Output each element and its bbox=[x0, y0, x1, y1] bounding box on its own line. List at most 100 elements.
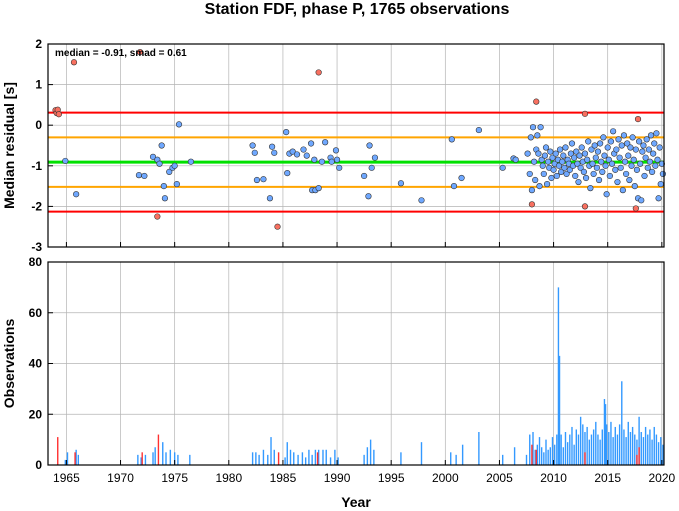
data-point bbox=[397, 180, 405, 187]
data-point bbox=[315, 69, 322, 76]
data-point bbox=[587, 185, 594, 192]
data-point bbox=[632, 146, 639, 153]
data-point bbox=[266, 195, 274, 202]
data-point bbox=[572, 172, 579, 180]
data-point bbox=[73, 191, 80, 198]
data-point bbox=[655, 195, 662, 202]
data-point bbox=[648, 168, 656, 175]
data-point bbox=[605, 156, 612, 163]
observations-y-label: Observations bbox=[1, 319, 17, 409]
data-point bbox=[537, 124, 544, 131]
y-tick-label: 0 bbox=[35, 458, 42, 472]
year-x-label: Year bbox=[341, 494, 371, 510]
observations-y-ticks: 0 20 40 60 80 bbox=[29, 255, 53, 472]
data-point bbox=[251, 149, 258, 156]
data-point bbox=[636, 138, 643, 145]
data-point bbox=[322, 139, 329, 146]
data-point bbox=[527, 134, 534, 141]
x-tick-label: 1990 bbox=[324, 471, 351, 485]
x-tick-label: 2005 bbox=[486, 471, 513, 485]
data-point bbox=[166, 168, 173, 175]
data-point bbox=[568, 140, 576, 147]
data-point bbox=[631, 183, 638, 190]
data-point bbox=[571, 154, 578, 161]
data-point bbox=[538, 156, 545, 163]
data-point bbox=[307, 140, 315, 147]
data-point bbox=[368, 164, 375, 171]
data-point bbox=[641, 172, 648, 180]
data-point bbox=[646, 158, 654, 165]
data-point bbox=[528, 187, 536, 194]
data-point bbox=[574, 160, 581, 167]
data-point bbox=[612, 166, 619, 173]
data-point bbox=[450, 183, 458, 190]
data-point bbox=[524, 150, 531, 157]
data-point bbox=[584, 156, 591, 163]
data-point bbox=[598, 158, 605, 165]
data-point bbox=[361, 172, 368, 180]
data-point bbox=[315, 185, 322, 192]
data-point bbox=[541, 152, 549, 159]
data-point bbox=[55, 111, 62, 118]
data-point bbox=[475, 126, 482, 134]
data-point bbox=[550, 166, 557, 173]
data-point bbox=[624, 140, 631, 147]
data-point bbox=[614, 178, 621, 186]
data-point bbox=[336, 164, 343, 171]
data-point bbox=[318, 158, 325, 165]
data-point bbox=[534, 132, 541, 139]
data-point bbox=[560, 152, 567, 159]
y-tick-label: 40 bbox=[29, 357, 43, 371]
data-point bbox=[542, 144, 550, 151]
data-point bbox=[526, 170, 533, 178]
data-point bbox=[552, 150, 559, 157]
data-point bbox=[559, 158, 566, 165]
data-point bbox=[582, 174, 590, 182]
data-point bbox=[589, 160, 596, 167]
data-point bbox=[567, 150, 574, 157]
data-point bbox=[610, 128, 617, 135]
residual-y-ticks: -3 -2 -1 0 1 2 bbox=[31, 37, 53, 254]
data-point bbox=[545, 158, 552, 165]
data-point bbox=[156, 160, 163, 167]
x-tick-label: 1970 bbox=[107, 471, 134, 485]
data-point bbox=[654, 156, 661, 163]
residual-y-label: Median residual [s] bbox=[1, 82, 17, 209]
y-tick-label: 1 bbox=[35, 78, 42, 92]
data-point bbox=[458, 174, 465, 182]
data-point bbox=[555, 162, 563, 169]
y-tick-label: -3 bbox=[31, 240, 42, 254]
data-point bbox=[187, 158, 195, 165]
data-point bbox=[141, 172, 148, 180]
data-point bbox=[656, 144, 663, 151]
data-point bbox=[553, 172, 560, 180]
data-point bbox=[637, 160, 644, 167]
x-tick-label: 2000 bbox=[432, 471, 459, 485]
observations-frame bbox=[47, 261, 665, 466]
data-point bbox=[627, 144, 634, 151]
data-point bbox=[573, 148, 580, 155]
data-point bbox=[629, 134, 636, 141]
data-point bbox=[640, 142, 647, 149]
data-point bbox=[566, 166, 573, 173]
y-tick-label: 60 bbox=[29, 306, 43, 320]
data-point bbox=[601, 152, 608, 159]
observation-bars bbox=[57, 287, 664, 465]
data-point bbox=[161, 195, 169, 202]
data-point bbox=[365, 193, 372, 200]
data-point bbox=[260, 176, 267, 183]
data-point bbox=[332, 147, 340, 154]
data-point bbox=[643, 136, 650, 143]
y-tick-label: 2 bbox=[35, 37, 42, 51]
data-point bbox=[599, 168, 606, 175]
data-point bbox=[613, 146, 620, 153]
residual-frame bbox=[47, 43, 665, 248]
data-point bbox=[499, 164, 506, 171]
year-ticks: 1965 1970 1975 1980 1985 1990 1995 2000 2005 2010… bbox=[53, 460, 676, 485]
chart-title: Station FDF, phase P, 1765 observations bbox=[205, 1, 510, 18]
x-tick-label: 2015 bbox=[594, 471, 621, 485]
data-point bbox=[591, 142, 598, 149]
data-point bbox=[645, 146, 652, 153]
data-point bbox=[602, 162, 609, 169]
